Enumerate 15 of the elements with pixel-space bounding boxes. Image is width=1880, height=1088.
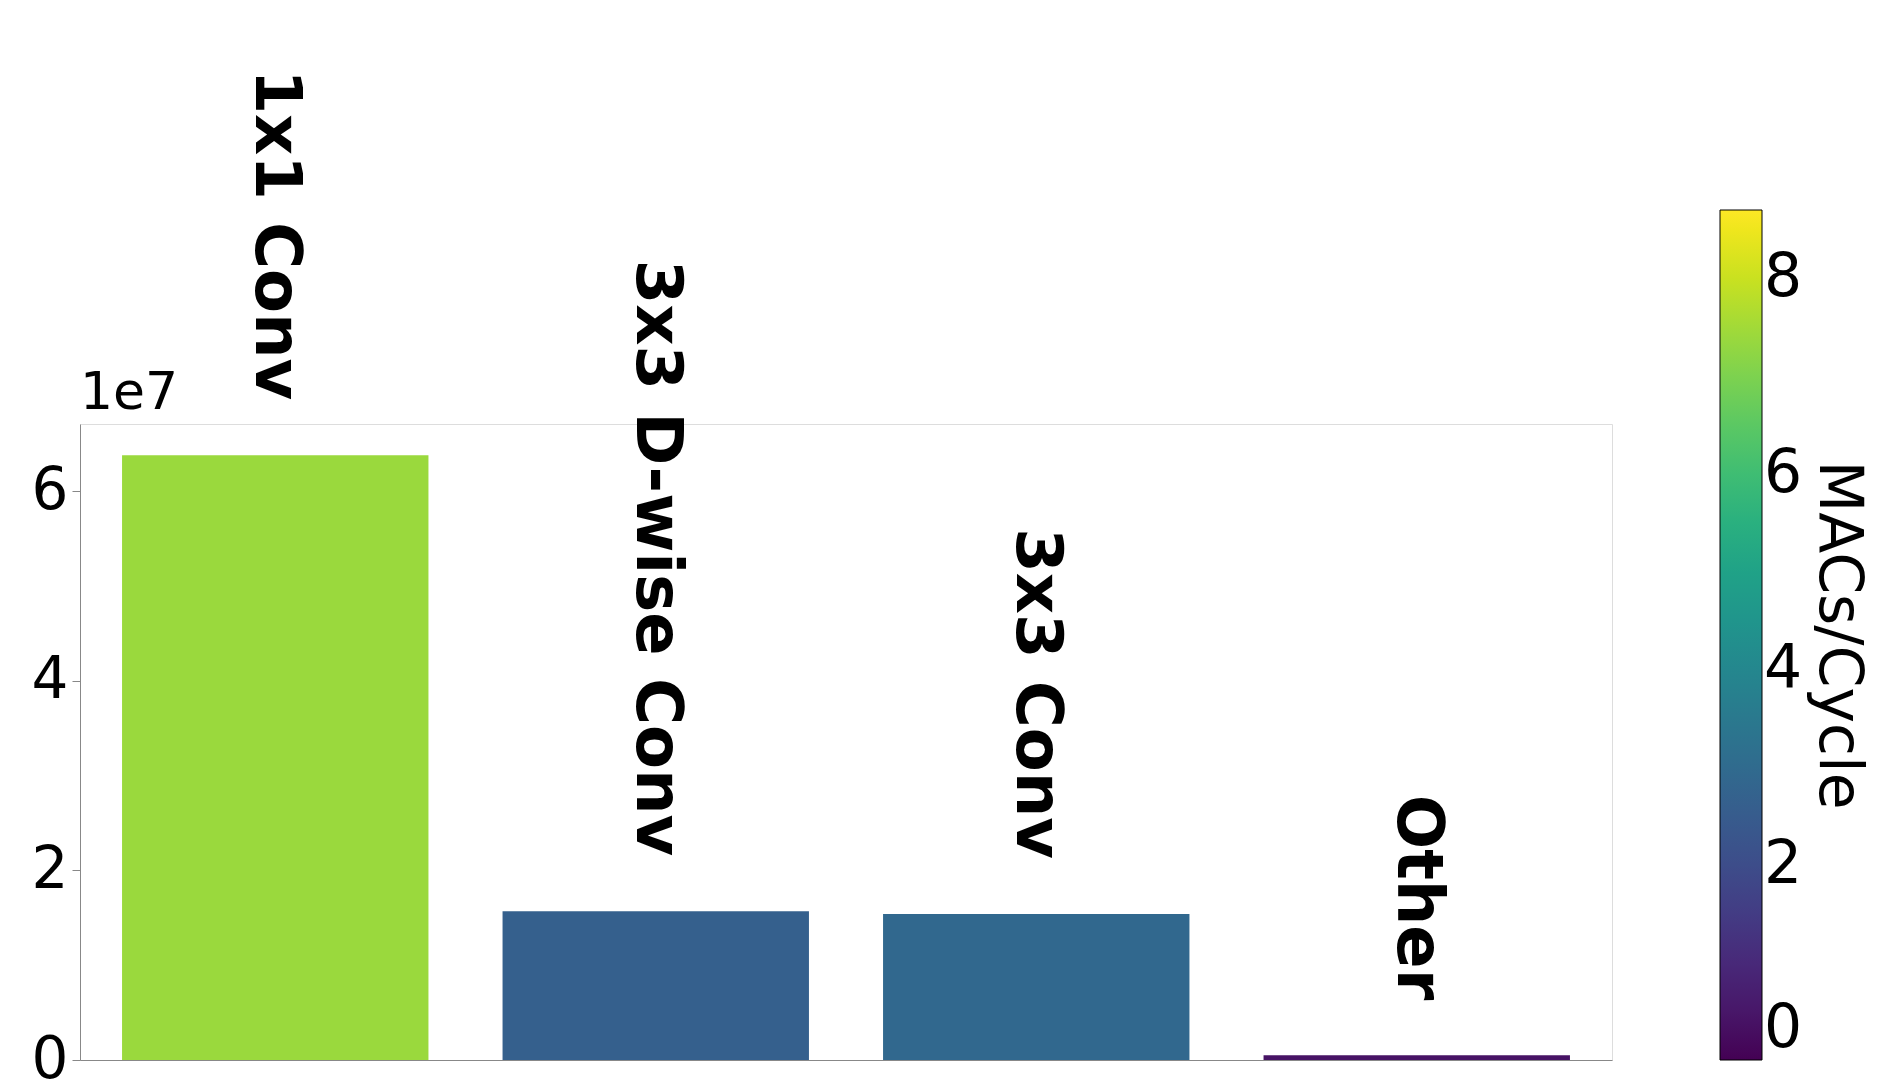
color-bar-label: 2 — [1764, 826, 1803, 897]
text: 1e7 — [80, 361, 179, 421]
y-tick-label: 4 — [31, 644, 69, 713]
y-tick-label: 2 — [31, 833, 69, 902]
y-tick-label: 0 — [31, 1023, 69, 1088]
color-bar-title: MACs/Cycle — [1806, 460, 1876, 810]
color-bar-label: 4 — [1764, 631, 1803, 702]
color-bar-label: 0 — [1764, 991, 1803, 1061]
y-tick-label: 6 — [31, 454, 69, 523]
x-tick-label: 1x1 Conv — [241, 69, 316, 401]
color-bar-label: 8 — [1764, 240, 1803, 311]
x-tick-label: Other — [1382, 794, 1457, 1001]
x-tick-label: 3x3 D-wise Conv — [621, 259, 696, 857]
x-tick-label: 3x3 Conv — [1002, 528, 1077, 860]
color-bar-label: 6 — [1764, 435, 1803, 506]
